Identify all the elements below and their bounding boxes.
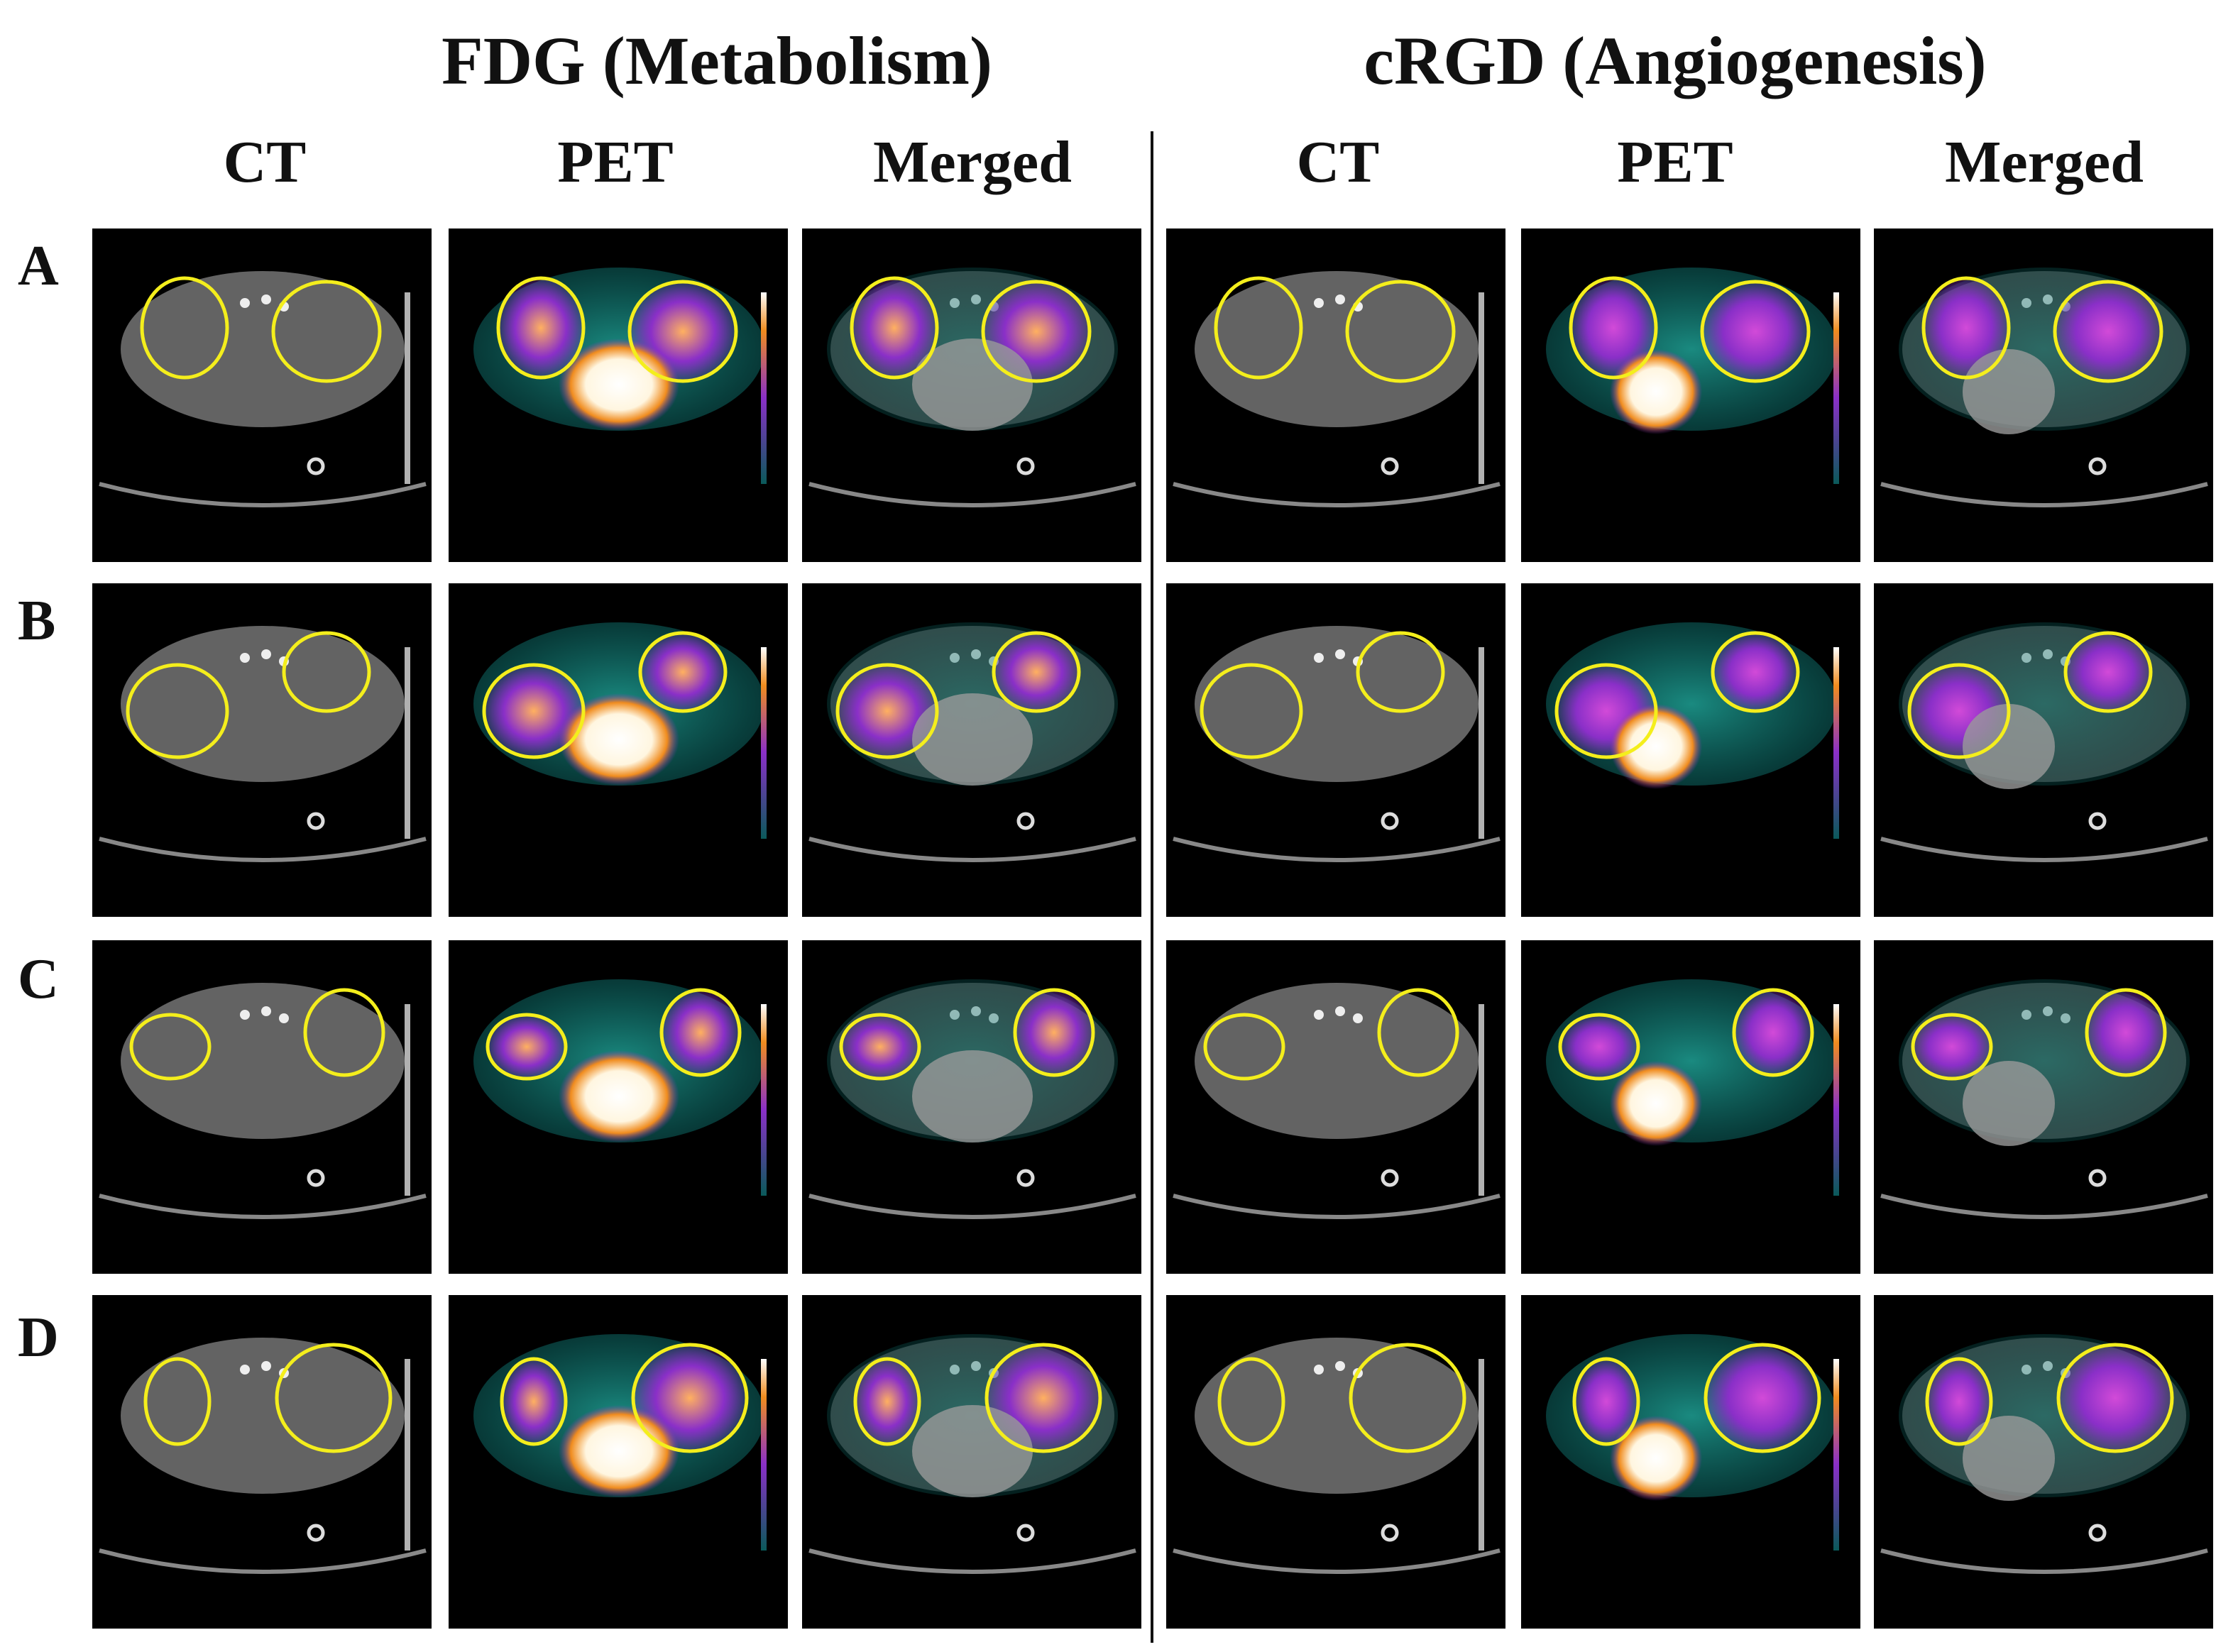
row-label-c: C: [18, 948, 59, 1011]
scan-image: [808, 979, 1136, 1219]
panel-d-fdg-merged: [802, 1295, 1141, 1629]
panel-c-crgd-merged: [1874, 940, 2213, 1274]
scan-image: [808, 622, 1136, 862]
scan-image: [1546, 622, 1839, 839]
scan-image: [808, 1334, 1136, 1574]
scan-image: [1880, 622, 2208, 862]
panel-c-crgd-pet: [1521, 940, 1860, 1274]
panel-a-fdg-ct: [92, 228, 432, 562]
scan-image: [1880, 979, 2208, 1219]
panel-b-fdg-ct: [92, 583, 432, 917]
scan-image: [473, 268, 767, 484]
panel-b-fdg-merged: [802, 583, 1141, 917]
panel-d-crgd-merged: [1874, 1295, 2213, 1629]
col-header-fdg-pet: PET: [557, 129, 674, 195]
panel-b-crgd-pet: [1521, 583, 1860, 917]
scan-image: [808, 268, 1136, 507]
panel-a-crgd-ct: [1166, 228, 1505, 562]
scan-image: [1546, 979, 1839, 1196]
row-label-d: D: [18, 1306, 59, 1369]
col-header-crgd-pet: PET: [1617, 129, 1733, 195]
crgd-group-title: cRGD (Angiogenesis): [1364, 23, 1987, 99]
panel-b-fdg-pet: [449, 583, 788, 917]
scan-image: [99, 1338, 427, 1574]
scan-image: [1173, 1338, 1501, 1574]
scan-image: [99, 271, 427, 507]
scan-image: [99, 626, 427, 862]
panel-a-fdg-pet: [449, 228, 788, 562]
col-header-crgd-merged: Merged: [1945, 129, 2144, 195]
scan-image: [1880, 268, 2208, 507]
panel-c-crgd-ct: [1166, 940, 1505, 1274]
scan-image: [1546, 1334, 1839, 1551]
scan-image: [1880, 1334, 2208, 1574]
scan-image: [99, 983, 427, 1219]
col-header-crgd-ct: CT: [1296, 129, 1380, 195]
scan-image: [1173, 271, 1501, 507]
group-divider: [1151, 131, 1153, 1643]
panel-c-fdg-ct: [92, 940, 432, 1274]
panel-b-crgd-ct: [1166, 583, 1505, 917]
scan-image: [1173, 983, 1501, 1219]
col-header-fdg-ct: CT: [223, 129, 307, 195]
row-label-a: A: [18, 235, 59, 297]
panel-b-crgd-merged: [1874, 583, 2213, 917]
panel-c-fdg-merged: [802, 940, 1141, 1274]
panel-a-crgd-merged: [1874, 228, 2213, 562]
panel-a-fdg-merged: [802, 228, 1141, 562]
col-header-fdg-merged: Merged: [873, 129, 1072, 195]
scan-image: [1173, 626, 1501, 862]
fdg-group-title: FDG (Metabolism): [441, 23, 992, 99]
panel-d-fdg-ct: [92, 1295, 432, 1629]
panel-d-crgd-ct: [1166, 1295, 1505, 1629]
panel-d-fdg-pet: [449, 1295, 788, 1629]
row-label-b: B: [18, 590, 56, 652]
scan-image: [473, 1334, 767, 1551]
panel-a-crgd-pet: [1521, 228, 1860, 562]
panel-d-crgd-pet: [1521, 1295, 1860, 1629]
scan-image: [473, 622, 767, 839]
scan-image: [473, 979, 767, 1196]
scan-image: [1546, 268, 1839, 484]
panel-c-fdg-pet: [449, 940, 788, 1274]
